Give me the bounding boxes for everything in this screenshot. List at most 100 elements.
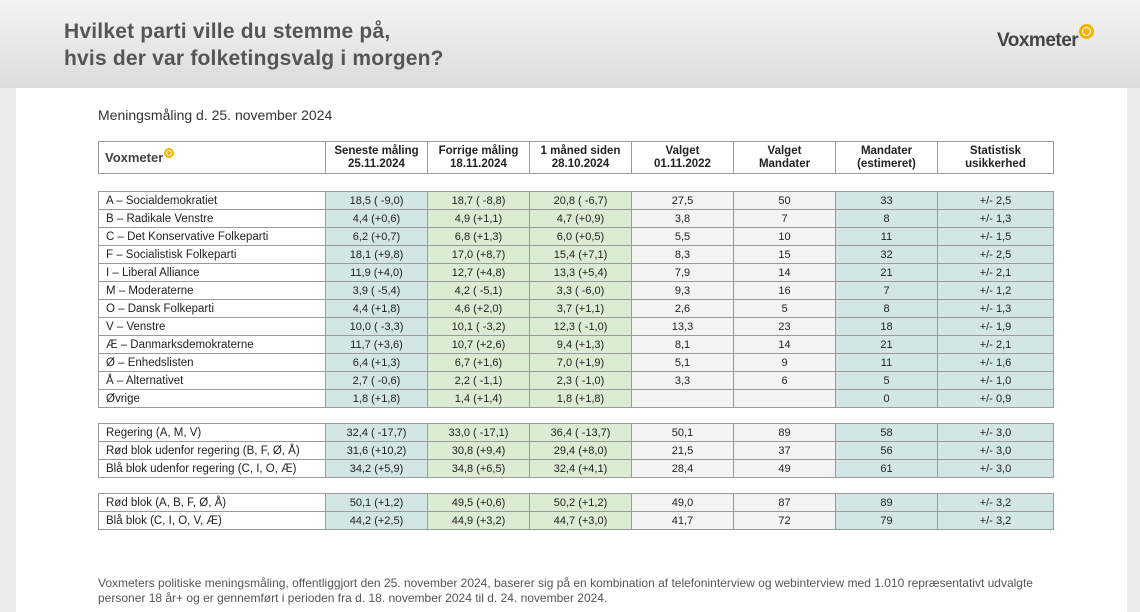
uncertainty: +/- 1,2 [937,281,1054,300]
header-row: Voxmeter Seneste måling 25.11.2024 Forrig… [98,141,1054,174]
party-name: A – Socialdemokratiet [98,191,326,210]
col-header-previous: Forrige måling 18.11.2024 [427,141,530,174]
election-seats: 49 [733,459,836,478]
estimated-seats: 33 [835,191,938,210]
estimated-seats: 58 [835,423,938,442]
month-ago-value: 36,4 ( -13,7) [529,423,632,442]
election-seats: 14 [733,335,836,354]
col-header-line: 01.11.2022 [654,157,711,170]
month-ago-value: 15,4 (+7,1) [529,245,632,264]
uncertainty: +/- 1,6 [937,353,1054,372]
latest-value: 6,2 (+0,7) [325,227,428,246]
party-name: O – Dansk Folkeparti [98,299,326,318]
uncertainty: +/- 2,1 [937,335,1054,354]
uncertainty: +/- 3,2 [937,511,1054,530]
election-value: 8,1 [631,335,734,354]
election-seats: 72 [733,511,836,530]
election-seats: 23 [733,317,836,336]
voxmeter-logo: Voxmeter [997,24,1095,52]
col-header-election: Valget 01.11.2022 [631,141,734,174]
spacer-cell [98,407,1054,424]
estimated-seats: 89 [835,493,938,512]
col-header-line: 28.10.2024 [551,157,610,170]
previous-value: 10,7 (+2,6) [427,335,530,354]
latest-value: 1,8 (+1,8) [325,389,428,408]
month-ago-value: 13,3 (+5,4) [529,263,632,282]
party-row: B – Radikale Venstre 4,4 (+0,6) 4,9 (+1,1)… [98,209,1054,228]
spacer-row [98,173,1054,192]
col-header-latest: Seneste måling 25.11.2024 [325,141,428,174]
party-name: Æ – Danmarksdemokraterne [98,335,326,354]
uncertainty: +/- 1,9 [937,317,1054,336]
election-seats: 87 [733,493,836,512]
previous-value: 4,9 (+1,1) [427,209,530,228]
bloc-row: Blå blok (C, I, O, V, Æ) 44,2 (+2,5) 44,9 … [98,511,1054,530]
party-row: O – Dansk Folkeparti 4,4 (+1,8) 4,6 (+2,0)… [98,299,1054,318]
latest-value: 18,5 ( -9,0) [325,191,428,210]
latest-value: 50,1 (+1,2) [325,493,428,512]
previous-value: 4,6 (+2,0) [427,299,530,318]
month-ago-value: 12,3 ( -1,0) [529,317,632,336]
bloc-row: Rød blok (A, B, F, Ø, Å) 50,1 (+1,2) 49,5 … [98,493,1054,512]
election-seats: 7 [733,209,836,228]
month-ago-value: 4,7 (+0,9) [529,209,632,228]
party-row: A – Socialdemokratiet 18,5 ( -9,0) 18,7 ( … [98,191,1054,210]
estimated-seats: 18 [835,317,938,336]
previous-value: 17,0 (+8,7) [427,245,530,264]
col-header-line: (estimeret) [857,157,916,170]
election-seats: 37 [733,441,836,460]
poll-date-subtitle: Meningsmåling d. 25. november 2024 [98,107,333,123]
party-row: F – Socialistisk Folkeparti 18,1 (+9,8) 17… [98,245,1054,264]
previous-value: 33,0 ( -17,1) [427,423,530,442]
footnote-line-1: Voxmeters politiske meningsmåling, offen… [98,576,1033,590]
party-name: Rød blok (A, B, F, Ø, Å) [98,493,326,512]
election-seats: 15 [733,245,836,264]
previous-value: 2,2 ( -1,1) [427,371,530,390]
footnote: Voxmeters politiske meningsmåling, offen… [98,576,1058,606]
spacer-row [98,477,1054,494]
election-value: 41,7 [631,511,734,530]
uncertainty: +/- 2,5 [937,191,1054,210]
month-ago-value: 1,8 (+1,8) [529,389,632,408]
government-row: Rød blok udenfor regering (B, F, Ø, Å) 31… [98,441,1054,460]
estimated-seats: 21 [835,335,938,354]
col-header-month-ago: 1 måned siden 28.10.2024 [529,141,632,174]
poll-table-body: A – Socialdemokratiet 18,5 ( -9,0) 18,7 ( … [98,173,1054,530]
party-name: Ø – Enhedslisten [98,353,326,372]
table-logo-text: Voxmeter [105,150,164,165]
spacer-cell [98,173,1054,192]
previous-value: 44,9 (+3,2) [427,511,530,530]
election-value: 2,6 [631,299,734,318]
election-seats: 89 [733,423,836,442]
uncertainty: +/- 2,1 [937,263,1054,282]
party-name: F – Socialistisk Folkeparti [98,245,326,264]
election-value: 50,1 [631,423,734,442]
election-seats: 9 [733,353,836,372]
latest-value: 3,9 ( -5,4) [325,281,428,300]
latest-value: 34,2 (+5,9) [325,459,428,478]
party-name: Blå blok (C, I, O, V, Æ) [98,511,326,530]
col-header-election-seats: Valget Mandater [733,141,836,174]
latest-value: 10,0 ( -3,3) [325,317,428,336]
party-name: Å – Alternativet [98,371,326,390]
col-header-line: Valget [665,144,700,157]
col-header-uncertainty: Statistisk usikkerhed [937,141,1054,174]
latest-value: 6,4 (+1,3) [325,353,428,372]
estimated-seats: 11 [835,353,938,372]
election-seats: 10 [733,227,836,246]
latest-value: 11,9 (+4,0) [325,263,428,282]
col-header-line: Valget [767,144,802,157]
previous-value: 4,2 ( -5,1) [427,281,530,300]
uncertainty: +/- 0,9 [937,389,1054,408]
title-line-1: Hvilket parti ville du stemme på, [64,20,391,43]
month-ago-value: 2,3 ( -1,0) [529,371,632,390]
election-value: 49,0 [631,493,734,512]
month-ago-value: 50,2 (+1,2) [529,493,632,512]
election-value: 9,3 [631,281,734,300]
party-name: Regering (A, M, V) [98,423,326,442]
estimated-seats: 21 [835,263,938,282]
election-value: 8,3 [631,245,734,264]
title-line-2: hvis der var folketingsvalg i morgen? [64,47,444,70]
previous-value: 6,7 (+1,6) [427,353,530,372]
col-header-line: 25.11.2024 [348,157,405,170]
